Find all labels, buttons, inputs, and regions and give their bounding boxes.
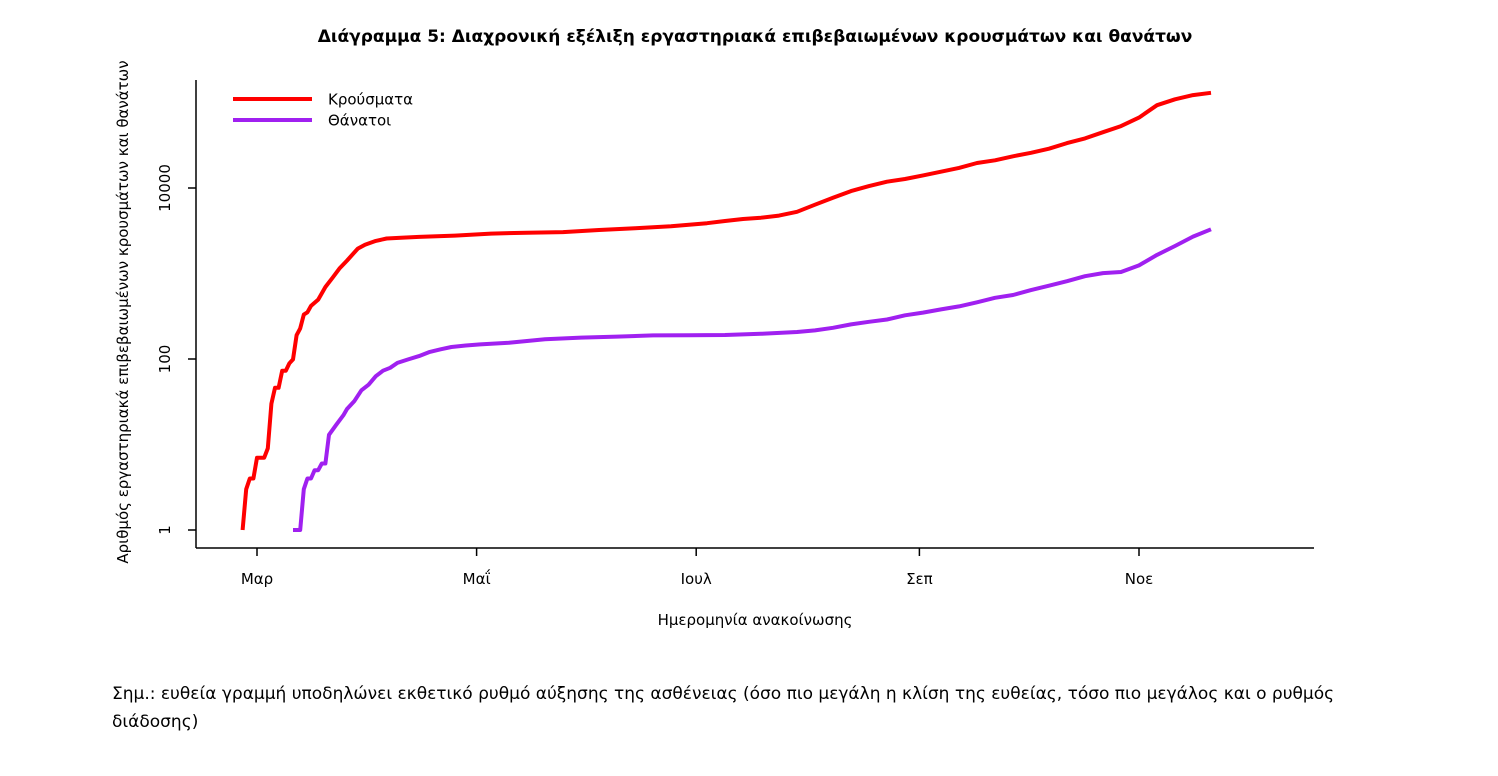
x-tick-label: Ιουλ [681,570,712,588]
x-tick-label: Μαΐ [463,568,491,588]
chart-title: Διάγραμμα 5: Διαχρονική εξέλιξη εργαστηρ… [318,27,1193,47]
y-tick-label: 100 [156,345,174,374]
footnote: Σημ.: ευθεία γραμμή υποδηλώνει εκθετικό … [112,684,1335,732]
x-tick-label: Μαρ [241,570,273,588]
x-tick-label: Σεπ [906,570,933,588]
legend-label-deaths: Θάνατοι [328,112,391,130]
legend-label-cases: Κρούσματα [328,91,413,109]
chart: Διάγραμμα 5: Διαχρονική εξέλιξη εργαστηρ… [114,27,1314,629]
x-ticks: Μαρ Μαΐ Ιουλ Σεπ Νοε [241,548,1153,588]
series-line-cases [240,90,1212,531]
legend: Κρούσματα Θάνατοι [233,91,413,130]
y-ticks: 1 100 10000 [156,164,196,535]
series-lines [240,90,1212,532]
series-line-deaths [293,227,1212,532]
x-tick-label: Νοε [1125,570,1154,588]
x-axis-label: Ημερομηνία ανακοίνωσης [658,611,853,629]
y-tick-label: 10000 [156,164,174,212]
y-axis-label: Αριθμός εργαστηριακά επιβεβαιωμένων κρου… [114,60,132,563]
y-tick-label: 1 [156,525,174,535]
